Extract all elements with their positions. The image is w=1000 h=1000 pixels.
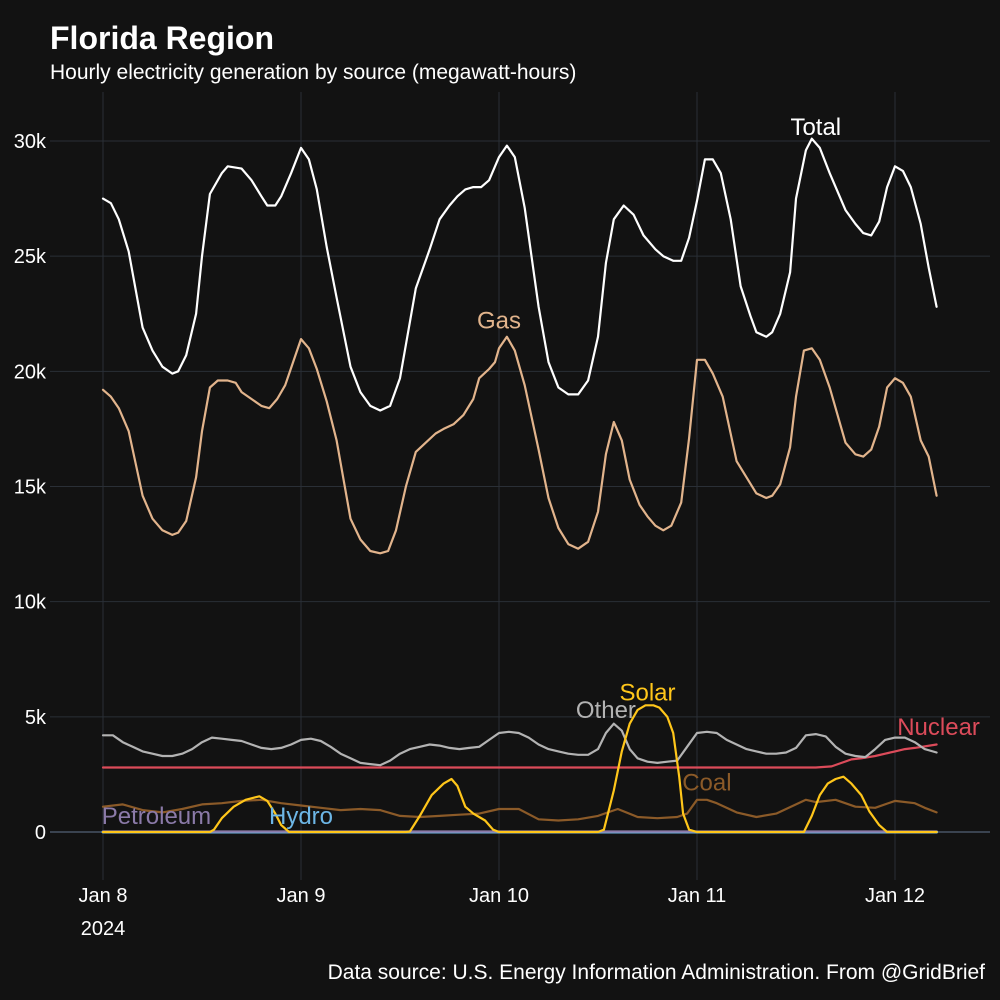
y-tick-label: 5k (25, 707, 47, 729)
y-tick-label: 15k (14, 477, 47, 499)
series-label-total: Total (790, 114, 841, 141)
y-tick-label: 0 (35, 822, 46, 844)
series-label-hydro: Hydro (269, 803, 333, 830)
chart-subtitle: Hourly electricity generation by source … (50, 61, 577, 84)
series-label-gas: Gas (477, 308, 521, 335)
series-label-coal: Coal (682, 769, 731, 796)
x-tick-sublabel: 2024 (81, 918, 126, 940)
x-axis-ticks: Jan 8 2024 Jan 9 Jan 10 Jan 11 Jan 12 (79, 885, 926, 940)
x-tick-label: Jan 10 (469, 885, 529, 907)
series-label-other: Other (576, 697, 636, 724)
series-line-gas (101, 335, 938, 555)
series-lines (101, 137, 939, 834)
grid-lines (50, 92, 990, 880)
series-line-solar (101, 704, 938, 834)
y-axis-ticks: 0 5k 10k 15k 20k 25k 30k (14, 131, 47, 844)
y-tick-label: 25k (14, 246, 47, 268)
y-tick-label: 30k (14, 131, 47, 153)
series-line-coal (101, 798, 938, 822)
y-tick-label: 10k (14, 592, 47, 614)
series-line-other (101, 722, 938, 767)
series-label-nuclear: Nuclear (897, 714, 980, 741)
series-label-petroleum: Petroleum (102, 803, 211, 830)
x-tick-label: Jan 8 (79, 885, 128, 907)
series-line-total (101, 137, 938, 412)
series-line-nuclear (101, 743, 938, 769)
series-label-solar: Solar (619, 680, 675, 707)
chart-title: Florida Region (50, 20, 274, 56)
x-tick-label: Jan 11 (668, 885, 727, 907)
x-tick-label: Jan 12 (865, 885, 925, 907)
y-tick-label: 20k (14, 361, 47, 383)
x-tick-label: Jan 9 (277, 885, 326, 907)
chart-caption: Data source: U.S. Energy Information Adm… (327, 961, 985, 984)
